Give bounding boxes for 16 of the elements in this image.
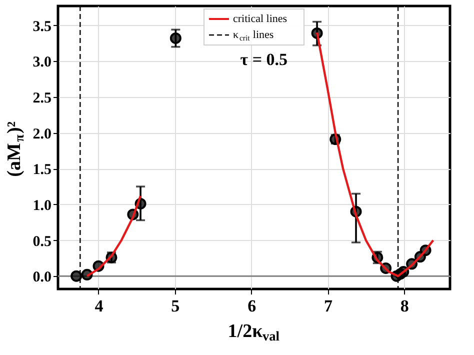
y-tick-label: 1.0 [32, 198, 52, 214]
y-tick-label: 3.5 [32, 18, 52, 35]
x-tick-label: 8 [400, 296, 409, 316]
y-tick-label: 3.0 [32, 54, 52, 71]
x-tick-label: 5 [171, 296, 180, 316]
y-tick-label: 2.5 [32, 90, 52, 106]
y-tick-label: 1.5 [32, 162, 52, 178]
y-tick-label: 0.5 [32, 234, 52, 250]
x-tick-label: 4 [94, 296, 104, 316]
x-tick-label: 7 [324, 296, 333, 316]
y-tick-label: 0.0 [32, 270, 52, 286]
legend-label: critical lines [233, 13, 288, 25]
y-tick-label: 2.0 [32, 126, 52, 142]
x-tick-label: 6 [248, 296, 256, 316]
y-axis-title: (aMπ)² [4, 121, 27, 177]
annotation: τ = 0.5 [240, 50, 288, 69]
